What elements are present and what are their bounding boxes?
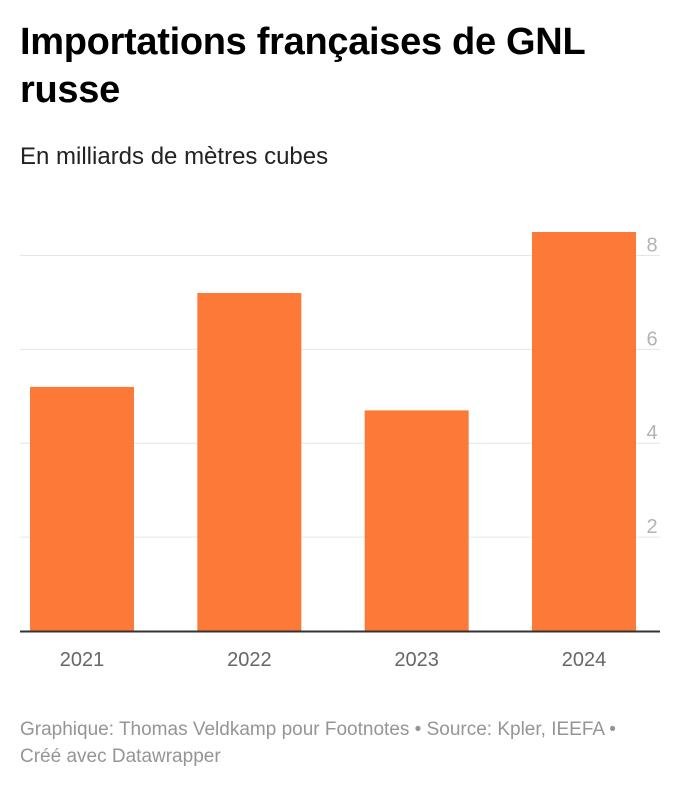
bar-2023 [364,410,469,631]
x-tick-label: 2021 [60,649,105,671]
y-tick-label: 8 [646,234,657,256]
chart-footer-credits: Graphique: Thomas Veldkamp pour Footnote… [20,719,616,767]
x-tick-label: 2024 [562,649,607,671]
y-tick-label: 6 [646,328,657,350]
bars [30,232,636,631]
bar-2024 [532,232,636,631]
y-tick-label: 4 [646,422,657,444]
chart-subtitle: En milliards de mètres cubes [20,143,329,170]
y-tick-label: 2 [646,516,657,538]
chart-title: Importations françaises de GNL russe [20,21,585,111]
x-tick-label: 2022 [227,649,272,671]
x-tick-label: 2023 [394,649,439,671]
x-axis-labels: 2021 2022 2023 2024 [60,649,607,671]
y-axis-ticks: 2 4 6 8 [646,234,657,538]
bar-2022 [197,293,302,631]
bar-2021 [30,386,134,631]
